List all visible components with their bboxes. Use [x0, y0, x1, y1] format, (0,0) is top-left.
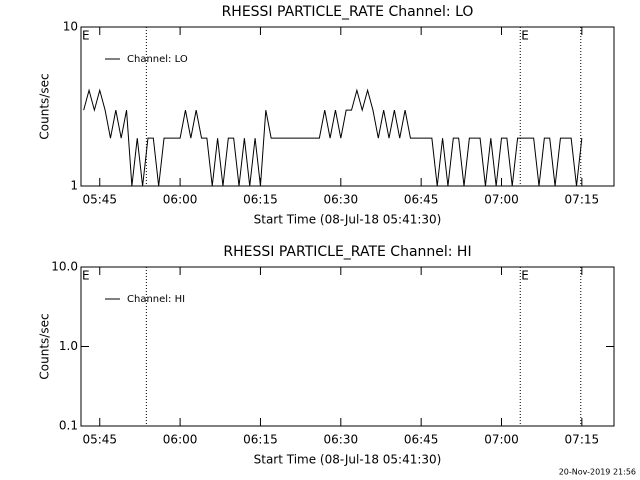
- x-tick-label: 07:00: [484, 193, 519, 207]
- x-tick-label: 06:00: [163, 433, 198, 447]
- x-tick-label: 07:15: [565, 193, 600, 207]
- y-axis-label: Counts/sec: [38, 73, 52, 139]
- chart-title: RHESSI PARTICLE_RATE Channel: HI: [223, 244, 471, 260]
- data-line: [83, 88, 583, 187]
- x-axis-label: Start Time (08-Jul-18 05:41:30): [254, 213, 442, 227]
- x-tick-label: 07:15: [565, 433, 600, 447]
- x-tick-label: 06:15: [243, 433, 278, 447]
- y-axis-label: Counts/sec: [38, 313, 52, 379]
- y-tick-label: 1: [70, 179, 78, 193]
- x-tick-label: 06:45: [404, 193, 439, 207]
- x-tick-label: 06:45: [404, 433, 439, 447]
- annotation: E: [521, 269, 529, 283]
- y-tick-label: 10: [63, 20, 78, 34]
- annotation: E: [521, 29, 529, 43]
- footer: 20-Nov-2019 21:56: [559, 468, 636, 477]
- x-axis-label: Start Time (08-Jul-18 05:41:30): [254, 453, 442, 467]
- x-tick-label: 06:15: [243, 193, 278, 207]
- legend-label: Channel: HI: [127, 294, 185, 305]
- y-tick-label: 1.0: [59, 339, 78, 353]
- plot-frame: [80, 26, 615, 187]
- annotation: E: [82, 269, 90, 283]
- x-tick-label: 06:30: [324, 433, 359, 447]
- x-tick-label: 06:00: [163, 193, 198, 207]
- y-tick-label: 10.0: [51, 260, 78, 274]
- chart-title: RHESSI PARTICLE_RATE Channel: LO: [222, 4, 474, 20]
- annotation: E: [82, 29, 90, 43]
- x-tick-label: 06:30: [324, 193, 359, 207]
- x-tick-label: 07:00: [484, 433, 519, 447]
- y-tick-label: 0.1: [59, 419, 78, 433]
- legend-label: Channel: LO: [127, 54, 188, 65]
- x-tick-label: 05:45: [82, 193, 117, 207]
- x-tick-label: 05:45: [82, 433, 117, 447]
